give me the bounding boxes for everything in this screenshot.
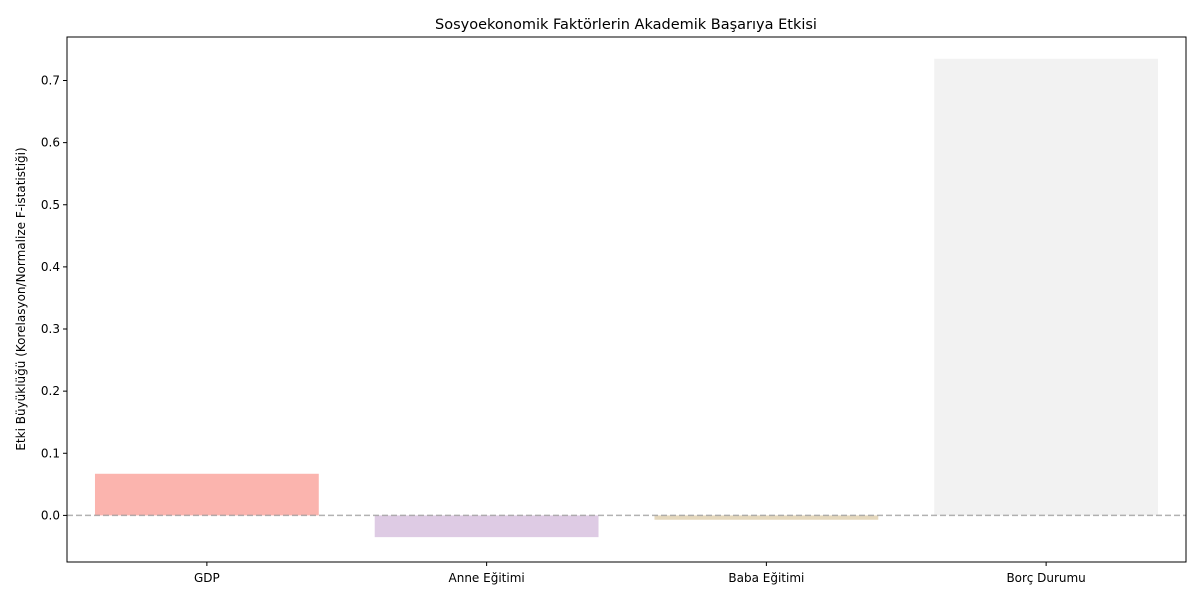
y-tick-label: 0.7 [41,73,60,87]
y-tick-label: 0.2 [41,384,60,398]
x-tick-label: Anne Eğitimi [449,571,525,585]
chart-title: Sosyoekonomik Faktörlerin Akademik Başar… [435,17,817,33]
bar-anne-e-itimi [374,515,599,538]
plot-area: 0.0 0.1 0.2 0.3 0.4 0.5 0.6 0.7 GDP Anne Eğitimi B… [41,36,1187,585]
y-tick-label: 0.3 [41,322,60,336]
y-tick-label: 0.5 [41,198,60,212]
y-tick-label: 0.6 [41,136,60,150]
y-tick-label: 0.0 [41,508,60,522]
plot-frame [66,36,1187,563]
bar-gdp [94,473,319,516]
x-tick-label: Borç Durumu [1006,571,1085,585]
y-tick-label: 0.1 [41,446,60,460]
bar-bor-durumu [934,58,1159,516]
x-tick-label: GDP [194,571,220,585]
bar-baba-e-itimi [654,515,879,520]
y-axis-label: Etki Büyüklüğü (Korelasyon/Normalize F-i… [14,147,28,450]
x-tick-label: Baba Eğitimi [728,571,804,585]
y-tick-label: 0.4 [41,260,60,274]
